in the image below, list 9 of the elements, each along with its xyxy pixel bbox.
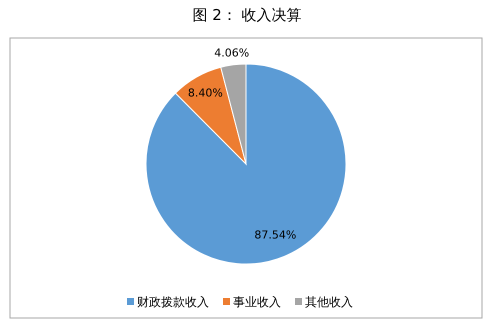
data-label: 4.06% xyxy=(214,46,250,60)
data-label: 8.40% xyxy=(188,86,223,100)
data-label: 87.54% xyxy=(254,228,296,242)
legend-label: 事业收入 xyxy=(233,295,281,309)
pie-slice xyxy=(174,66,246,164)
pie-slice xyxy=(146,64,346,264)
legend-label: 其他收入 xyxy=(305,295,353,309)
chart-title: 图 2： 收入决算 xyxy=(192,6,302,24)
legend-label: 财政拨款收入 xyxy=(137,295,209,309)
